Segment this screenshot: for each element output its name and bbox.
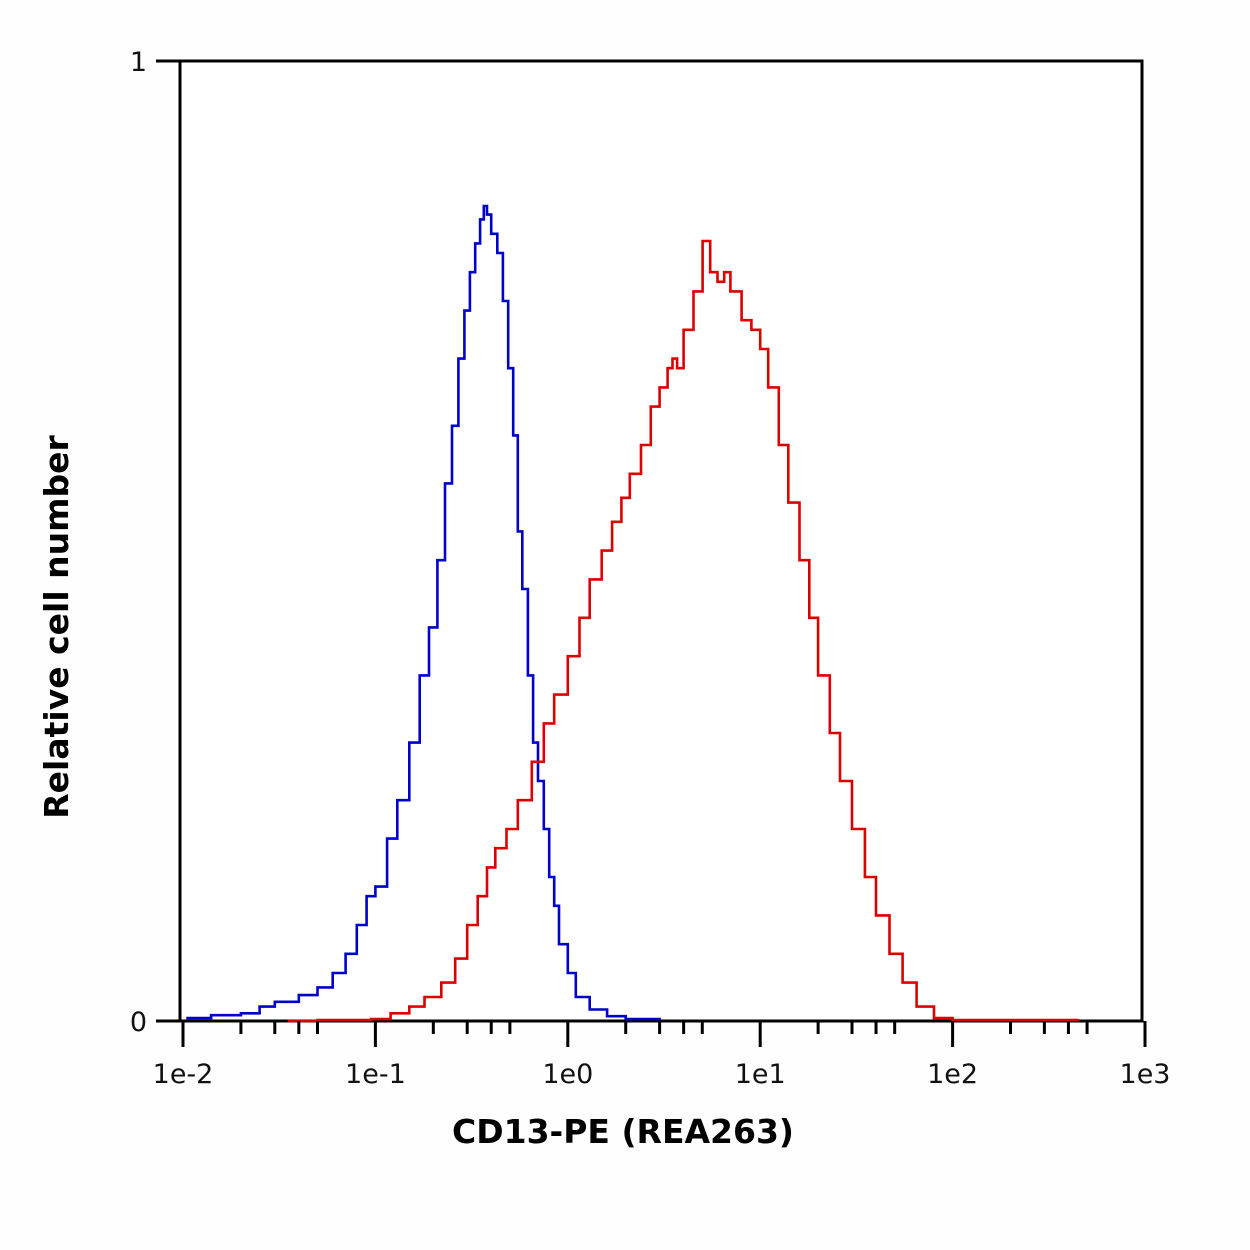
x-tick-label: 1e1 — [735, 1059, 786, 1090]
x-tick-label: 1e-2 — [153, 1059, 214, 1090]
x-axis-title: CD13-PE (REA263) — [452, 1112, 794, 1151]
y-tick-label: 0 — [130, 1007, 147, 1038]
x-axis-ticks: 1e-2 1e-1 1e0 1e1 1e2 1e3 — [153, 1021, 1171, 1090]
series-layer — [186, 204, 1080, 1023]
y-axis-title: Relative cell number — [37, 435, 76, 819]
x-tick-label: 1e0 — [542, 1059, 593, 1090]
control-histogram-line — [186, 204, 661, 1021]
stained-histogram-line — [287, 239, 1080, 1023]
x-tick-label: 1e2 — [927, 1059, 978, 1090]
y-tick-label: 1 — [130, 47, 147, 78]
x-tick-label: 1e-1 — [345, 1059, 406, 1090]
y-axis-ticks: 01 — [130, 47, 180, 1038]
x-tick-label: 1e3 — [1120, 1059, 1171, 1090]
plot-frame — [178, 59, 1144, 1023]
plot-area — [178, 59, 1144, 1023]
